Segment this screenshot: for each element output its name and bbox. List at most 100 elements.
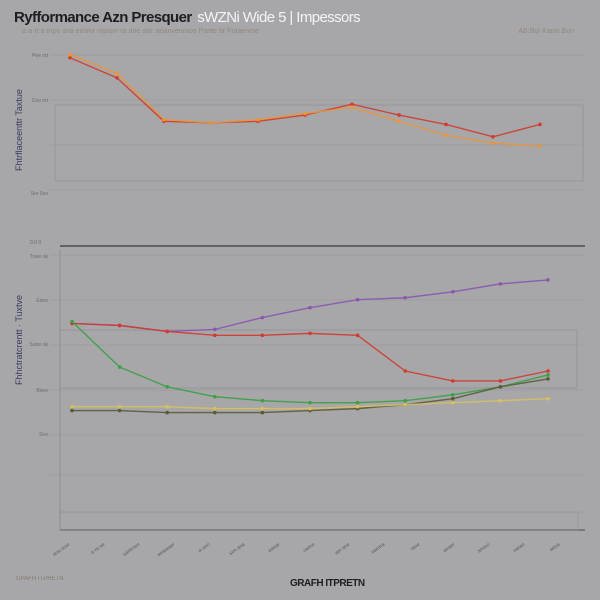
data-point-purple-7: [403, 295, 408, 300]
data-point-purple-3: [213, 327, 217, 332]
data-point-green-10: [546, 373, 550, 377]
data-point-yellow-9: [498, 398, 503, 403]
bottom-frame: [59, 511, 579, 531]
data-point-performance-6: [350, 102, 354, 107]
data-point-yellow-4: [260, 406, 265, 411]
data-point-olive-8: [451, 396, 455, 401]
data-point-yellow-0: [70, 404, 74, 409]
data-point-estimate-3: [209, 121, 213, 125]
footnote: GPAFH ITPRETN: [16, 576, 64, 582]
data-point-performance-1: [115, 76, 119, 80]
y-tick-label-0-3: Sre 0uv: [31, 191, 49, 197]
data-point-red-6: [355, 333, 360, 338]
y-tick-label-1-0: Tnee·ok: [30, 254, 49, 260]
data-point-yellow-1: [117, 404, 122, 409]
data-point-green-5: [308, 400, 312, 405]
data-point-green-1: [117, 365, 122, 369]
x-axis-label: GRAFH ITPRETN: [290, 578, 365, 589]
x-tick-label-5: sen ana: [228, 542, 246, 557]
data-point-yellow-6: [355, 404, 360, 409]
data-point-red-10: [546, 369, 550, 373]
data-point-green-6: [355, 400, 360, 405]
chart-title: Ryfformance Azn Presquer sWZNi Widе 5 | …: [14, 9, 361, 26]
data-point-performance-8: [444, 122, 448, 127]
x-tick-label-9: vaenra: [370, 542, 386, 556]
data-point-green-7: [403, 398, 408, 403]
x-tick-label-8: aer ane: [334, 542, 352, 557]
legend-note: AB:Bu/ Kanis Bon: [518, 28, 574, 35]
data-point-red-7: [403, 369, 408, 373]
data-point-estimate-5: [303, 111, 307, 116]
data-point-red-9: [498, 379, 503, 383]
data-point-purple-6: [355, 297, 360, 302]
data-point-performance-9: [491, 135, 495, 139]
y-tick-label-0-1: Coo ort: [32, 98, 49, 104]
data-point-olive-4: [260, 410, 265, 415]
data-point-purple-9: [498, 282, 503, 286]
data-point-purple-5: [308, 305, 312, 310]
data-point-estimate-1: [115, 71, 119, 76]
data-point-estimate-6: [350, 105, 354, 110]
data-point-red-1: [117, 323, 122, 328]
data-point-olive-0: [70, 408, 74, 413]
data-point-green-2: [165, 385, 169, 389]
panel-frame-0: [54, 104, 584, 182]
panel-frame-1: [59, 329, 578, 389]
y-tick-label-1-4: Sne: [39, 432, 48, 438]
data-point-estimate-2: [162, 117, 166, 122]
x-tick-label-7: raene: [302, 542, 316, 554]
x-tick-label-6: eaear: [267, 542, 281, 554]
data-point-olive-2: [165, 410, 169, 415]
y-tick-label-0-0: Pee ort: [32, 53, 49, 59]
data-point-green-0: [70, 319, 74, 324]
chart-subtitle: a·a·tr:a rnpv ana eimmr rnpaivr ra ane a…: [22, 28, 259, 35]
data-point-red-4: [260, 333, 265, 338]
series-line-purple: [71, 279, 549, 333]
data-point-green-4: [260, 398, 265, 403]
data-point-performance-10: [538, 122, 542, 127]
x-tick-label-10: raoe: [410, 542, 422, 553]
data-point-yellow-3: [213, 406, 217, 411]
data-point-performance-0: [68, 55, 72, 60]
data-point-yellow-7: [403, 402, 408, 407]
data-point-estimate-10: [538, 144, 542, 148]
data-point-yellow-8: [451, 400, 455, 405]
data-point-olive-1: [117, 408, 122, 413]
data-point-green-3: [213, 394, 217, 399]
data-point-red-5: [308, 331, 312, 336]
data-point-purple-8: [451, 290, 455, 294]
data-point-olive-9: [498, 385, 503, 389]
x-tick-label-14: aeoa: [549, 542, 562, 553]
chart-title-main: Ryfformance Azn Presquer: [14, 9, 192, 26]
data-point-estimate-4: [256, 117, 260, 122]
data-point-red-2: [165, 329, 169, 334]
y-tick-label-1-1: Enee: [36, 298, 48, 304]
data-point-olive-3: [213, 410, 217, 415]
y-tick-label-1-2: Sune·ok: [29, 342, 48, 348]
x-tick-label-3: aearaaer: [156, 542, 176, 559]
y-axis-label-0: Fhtrflaceenttr Taxtue: [14, 89, 24, 171]
y-tick-label-1-3: Bnee: [36, 388, 48, 394]
y-axis-label-1: Fhhctratcrentt · Tuxtve: [14, 295, 24, 385]
data-point-green-8: [451, 392, 455, 397]
data-point-performance-7: [397, 113, 401, 117]
data-point-yellow-2: [165, 404, 169, 409]
data-point-estimate-8: [444, 133, 448, 138]
data-point-purple-4: [260, 315, 265, 320]
data-point-estimate-0: [68, 52, 72, 57]
data-point-red-3: [213, 333, 217, 338]
x-tick-label-1: a·ra oe: [90, 542, 107, 556]
x-tick-label-11: aeaer: [442, 542, 456, 554]
x-tick-label-12: anveo: [477, 542, 492, 555]
data-point-purple-10: [546, 278, 550, 282]
data-point-yellow-10: [546, 396, 550, 401]
data-point-estimate-7: [397, 119, 401, 124]
data-point-estimate-9: [491, 141, 495, 145]
data-point-yellow-5: [308, 406, 312, 411]
separator-tag: 0.0 0: [30, 240, 41, 246]
data-point-red-8: [451, 379, 455, 383]
chart-title-suffix: sWZNi Widе 5 | Impessors: [197, 9, 361, 26]
x-tick-label-4: a·uen: [197, 542, 211, 554]
x-tick-label-2: sanlrnen: [122, 542, 141, 558]
